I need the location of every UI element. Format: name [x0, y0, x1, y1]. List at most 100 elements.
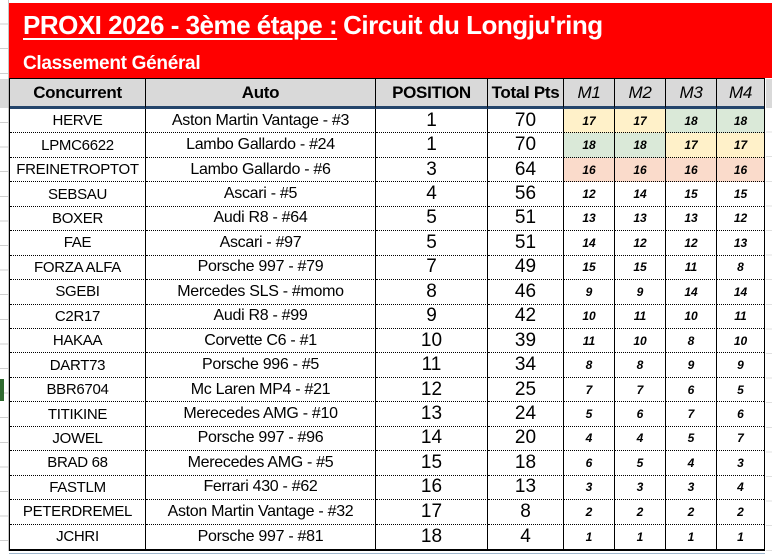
cell-position[interactable]: 7	[376, 255, 488, 281]
cell-m1[interactable]: 7	[564, 377, 615, 403]
cell-m3[interactable]: 16	[666, 157, 717, 183]
cell-m4[interactable]: 7	[717, 427, 764, 452]
cell-total-pts[interactable]: 20	[488, 426, 564, 452]
cell-position[interactable]: 8	[376, 280, 488, 305]
cell-auto[interactable]: Lambo Gallardo - #6	[146, 157, 376, 183]
cell-m3[interactable]: 14	[666, 280, 717, 305]
cell-m4[interactable]: 4	[717, 476, 764, 501]
cell-m3[interactable]: 17	[666, 133, 717, 158]
cell-concurrent[interactable]: DART73	[10, 353, 146, 378]
cell-m1[interactable]: 13	[564, 206, 615, 232]
cell-m1[interactable]: 16	[564, 157, 615, 183]
cell-m2[interactable]: 4	[615, 426, 666, 452]
cell-m3[interactable]: 8	[666, 329, 717, 354]
cell-m2[interactable]: 6	[615, 402, 666, 427]
cell-m1[interactable]: 8	[564, 353, 615, 378]
cell-m4[interactable]: 10	[717, 329, 764, 354]
cell-m3[interactable]: 13	[666, 206, 717, 232]
cell-m2[interactable]: 9	[615, 280, 666, 305]
cell-concurrent[interactable]: FAE	[10, 231, 146, 256]
title-banner[interactable]: PROXI 2026 - 3ème étape : Circuit du Long…	[9, 3, 772, 78]
cell-total-pts[interactable]: 39	[488, 329, 564, 354]
cell-m3[interactable]: 5	[666, 426, 717, 452]
cell-concurrent[interactable]: HAKAA	[10, 329, 146, 354]
cell-auto[interactable]: Audi R8 - #99	[146, 304, 376, 329]
cell-m4[interactable]: 3	[717, 451, 764, 476]
cell-total-pts[interactable]: 70	[488, 109, 564, 134]
cell-position[interactable]: 13	[376, 402, 488, 427]
cell-m1[interactable]: 15	[564, 255, 615, 281]
cell-m1[interactable]: 3	[564, 475, 615, 501]
cell-m2[interactable]: 8	[615, 353, 666, 378]
cell-position[interactable]: 16	[376, 475, 488, 501]
cell-m3[interactable]: 11	[666, 255, 717, 281]
cell-total-pts[interactable]: 18	[488, 451, 564, 476]
cell-position[interactable]: 5	[376, 206, 488, 232]
cell-m2[interactable]: 13	[615, 206, 666, 232]
cell-m3[interactable]: 1	[666, 524, 717, 549]
cell-m2[interactable]: 17	[615, 109, 666, 134]
cell-concurrent[interactable]: LPMC6622	[10, 133, 146, 158]
cell-m2[interactable]: 15	[615, 255, 666, 281]
cell-m3[interactable]: 18	[666, 109, 717, 134]
cell-auto[interactable]: Merecedes AMG - #10	[146, 402, 376, 427]
cell-m2[interactable]: 16	[615, 157, 666, 183]
cell-position[interactable]: 4	[376, 182, 488, 207]
cell-m1[interactable]: 5	[564, 402, 615, 427]
cell-m2[interactable]: 12	[615, 231, 666, 256]
cell-m4[interactable]: 18	[717, 109, 764, 134]
cell-m4[interactable]: 16	[717, 157, 764, 183]
cell-m4[interactable]: 2	[717, 500, 764, 525]
cell-position[interactable]: 18	[376, 524, 488, 549]
cell-total-pts[interactable]: 56	[488, 182, 564, 207]
cell-total-pts[interactable]: 24	[488, 402, 564, 427]
cell-m2[interactable]: 5	[615, 451, 666, 476]
cell-m4[interactable]: 17	[717, 133, 764, 158]
cell-m3[interactable]: 10	[666, 304, 717, 329]
cell-m4[interactable]: 6	[717, 402, 764, 427]
header-auto[interactable]: Auto	[146, 79, 376, 109]
header-m1[interactable]: M1	[564, 79, 615, 109]
cell-concurrent[interactable]: BBR6704	[10, 377, 146, 403]
cell-concurrent[interactable]: BOXER	[10, 206, 146, 232]
cell-total-pts[interactable]: 25	[488, 377, 564, 403]
cell-position[interactable]: 9	[376, 304, 488, 329]
cell-m2[interactable]: 10	[615, 329, 666, 354]
cell-auto[interactable]: Mercedes SLS - #momo	[146, 280, 376, 305]
cell-m2[interactable]: 7	[615, 377, 666, 403]
cell-m3[interactable]: 2	[666, 500, 717, 525]
cell-m1[interactable]: 17	[564, 109, 615, 134]
cell-position[interactable]: 5	[376, 231, 488, 256]
cell-total-pts[interactable]: 4	[488, 524, 564, 549]
cell-m1[interactable]: 1	[564, 524, 615, 549]
cell-m4[interactable]: 15	[717, 182, 764, 207]
cell-position[interactable]: 1	[376, 109, 488, 134]
cell-m3[interactable]: 7	[666, 402, 717, 427]
cell-m2[interactable]: 14	[615, 182, 666, 207]
cell-total-pts[interactable]: 8	[488, 500, 564, 525]
cell-auto[interactable]: Aston Martin Vantage - #32	[146, 500, 376, 525]
cell-auto[interactable]: Audi R8 - #64	[146, 206, 376, 232]
cell-concurrent[interactable]: SEBSAU	[10, 182, 146, 207]
cell-m4[interactable]: 14	[717, 280, 764, 305]
cell-auto[interactable]: Lambo Gallardo - #24	[146, 133, 376, 158]
cell-auto[interactable]: Porsche 997 - #96	[146, 426, 376, 452]
cell-m4[interactable]: 1	[737, 529, 744, 544]
cell-m4[interactable]: 11	[717, 305, 764, 329]
cell-concurrent[interactable]: BRAD 68	[10, 451, 146, 476]
cell-total-pts[interactable]: 34	[488, 353, 564, 378]
cell-m4[interactable]: 5	[717, 378, 764, 403]
cell-m1[interactable]: 11	[564, 329, 615, 354]
cell-total-pts[interactable]: 51	[488, 231, 564, 256]
cell-m3[interactable]: 9	[666, 353, 717, 378]
cell-concurrent[interactable]: TITIKINE	[10, 402, 146, 427]
cell-total-pts[interactable]: 46	[488, 280, 564, 305]
cell-concurrent[interactable]: HERVE	[10, 109, 146, 134]
cell-concurrent[interactable]: FREINETROPTOT	[10, 157, 146, 183]
cell-concurrent[interactable]: C2R17	[10, 304, 146, 329]
cell-position[interactable]: 15	[376, 451, 488, 476]
cell-m3[interactable]: 4	[666, 451, 717, 476]
cell-concurrent[interactable]: PETERDREMEL	[10, 500, 146, 525]
cell-total-pts[interactable]: 42	[488, 304, 564, 329]
cell-auto[interactable]: Ascari - #5	[146, 182, 376, 207]
